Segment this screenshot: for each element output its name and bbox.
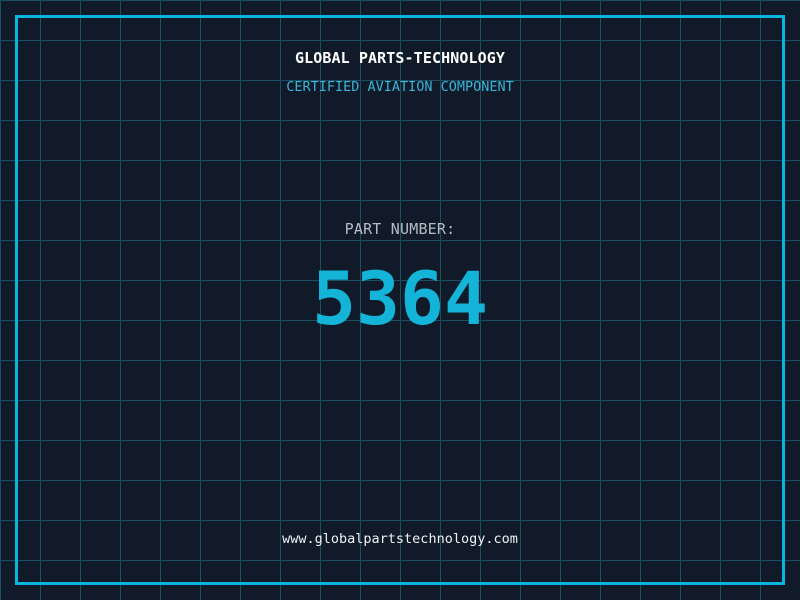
part-number-value: 5364 [312, 257, 488, 342]
company-name: GLOBAL PARTS-TECHNOLOGY [294, 49, 505, 67]
website-url: www.globalpartstechnology.com [282, 531, 518, 547]
certification-tagline: CERTIFIED AVIATION COMPONENT [286, 79, 514, 95]
part-number-label: PART NUMBER: [344, 220, 456, 238]
